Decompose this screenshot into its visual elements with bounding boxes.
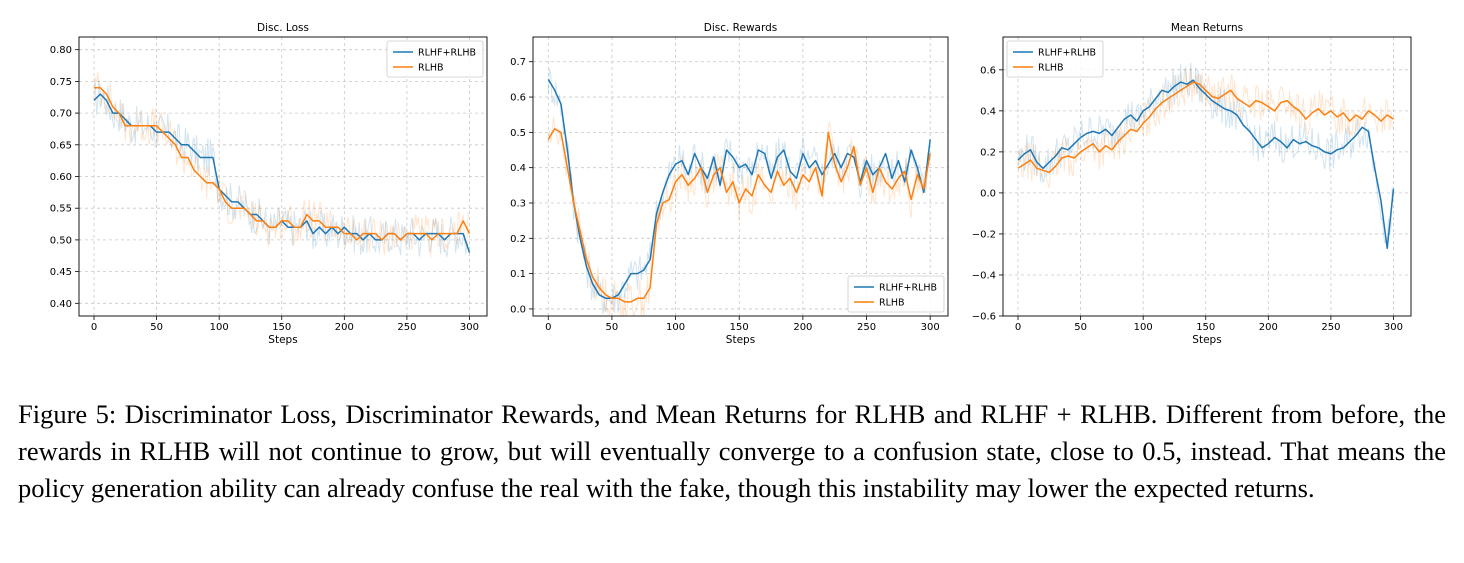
y-tick-label: 0.45 bbox=[50, 267, 72, 278]
x-axis-label: Steps bbox=[1192, 334, 1221, 346]
x-tick-label: 250 bbox=[1321, 322, 1340, 333]
y-tick-label: 0.1 bbox=[510, 269, 526, 280]
x-tick-label: 0 bbox=[91, 322, 97, 333]
chart-title: Disc. Rewards bbox=[704, 22, 778, 34]
series-raw-band bbox=[93, 72, 469, 258]
legend-label: RLHF+RLHB bbox=[418, 48, 476, 59]
chart-title: Mean Returns bbox=[1171, 22, 1243, 34]
legend-label: RLHF+RLHB bbox=[1038, 48, 1096, 59]
y-tick-label: 0.0 bbox=[510, 304, 526, 315]
y-tick-label: 0.55 bbox=[50, 204, 72, 215]
y-tick-label: 0.2 bbox=[510, 234, 526, 245]
y-tick-label: 0.3 bbox=[510, 198, 526, 209]
y-tick-label: 0.65 bbox=[50, 140, 72, 151]
y-tick-label: 0.7 bbox=[510, 57, 526, 68]
x-tick-label: 100 bbox=[1134, 322, 1153, 333]
figure-5-charts: 0 50 100 150 200 250 3000.400.450.500.550.600.… bbox=[50, 22, 1412, 346]
x-axis-label: Steps bbox=[268, 334, 297, 346]
y-tick-label: 0.2 bbox=[980, 147, 996, 158]
axes-frame bbox=[1002, 36, 1412, 317]
x-tick-label: 0 bbox=[1015, 322, 1021, 333]
y-tick-label: −0.6 bbox=[972, 312, 996, 323]
x-tick-label: 50 bbox=[606, 322, 619, 333]
axes-frame bbox=[532, 36, 949, 317]
series-raw-band bbox=[1017, 67, 1393, 188]
y-tick-label: 0.6 bbox=[980, 65, 996, 76]
disc-rewards-chart: 0 50 100 150 200 250 300 0.0 0.1 0.2 0.3 0.4 0.5 0.6 0… bbox=[510, 22, 949, 346]
x-tick-label: 50 bbox=[150, 322, 163, 333]
legend: RLHF+RLHB RLHB bbox=[847, 275, 945, 313]
series-raw-band bbox=[93, 79, 469, 258]
legend-label: RLHF+RLHB bbox=[879, 283, 937, 294]
series-raw-band bbox=[547, 68, 930, 315]
legend-box bbox=[847, 275, 945, 313]
x-axis-label: Steps bbox=[726, 334, 755, 346]
series-line-rlhb bbox=[1017, 81, 1394, 174]
y-tick-label: 0.40 bbox=[50, 299, 72, 310]
y-tick-label: 0.6 bbox=[510, 93, 526, 104]
mean-returns-chart: 0 50 100 150 200 250 300 −0.6 −0.4 −0.2 0.0 0.2 0.4 0… bbox=[972, 22, 1412, 346]
x-tick-label: 200 bbox=[335, 322, 354, 333]
x-tick-label: 250 bbox=[857, 322, 876, 333]
x-tick-label: 100 bbox=[666, 322, 685, 333]
y-tick-label: −0.2 bbox=[972, 229, 996, 240]
legend-label: RLHB bbox=[1038, 63, 1064, 74]
y-tick-label: 0.75 bbox=[50, 77, 72, 88]
x-tick-label: 200 bbox=[1259, 322, 1278, 333]
x-tick-label: 250 bbox=[397, 322, 416, 333]
x-tick-label: 150 bbox=[730, 322, 749, 333]
legend-box bbox=[1006, 40, 1104, 78]
y-tick-label: 0.5 bbox=[510, 128, 526, 139]
legend: RLHF+RLHB RLHB bbox=[386, 40, 484, 78]
y-tick-label: 0.60 bbox=[50, 172, 72, 183]
y-tick-label: 0.0 bbox=[980, 188, 996, 199]
figure-caption: Figure 5: Discriminator Loss, Discrimina… bbox=[18, 399, 1446, 503]
legend-label: RLHB bbox=[418, 63, 444, 74]
x-tick-label: 50 bbox=[1074, 322, 1087, 333]
legend-label: RLHB bbox=[879, 298, 905, 309]
x-tick-label: 200 bbox=[793, 322, 812, 333]
y-tick-label: 0.70 bbox=[50, 109, 72, 120]
legend-box bbox=[386, 40, 484, 78]
legend: RLHF+RLHB RLHB bbox=[1006, 40, 1104, 78]
series-line-rlhb bbox=[547, 128, 931, 303]
x-tick-label: 300 bbox=[460, 322, 479, 333]
x-tick-label: 0 bbox=[545, 322, 551, 333]
disc-loss-chart: 0 50 100 150 200 250 300 0.40 0.45 0.50 0.55 0.60 0.… bbox=[50, 22, 488, 346]
y-tick-label: 0.80 bbox=[50, 45, 72, 56]
y-tick-label: −0.4 bbox=[972, 270, 996, 281]
chart-title: Disc. Loss bbox=[257, 22, 309, 34]
y-tick-label: 0.4 bbox=[980, 106, 996, 117]
x-tick-label: 150 bbox=[1196, 322, 1215, 333]
x-tick-label: 300 bbox=[921, 322, 940, 333]
y-tick-label: 0.4 bbox=[510, 163, 526, 174]
x-tick-label: 300 bbox=[1384, 322, 1403, 333]
x-tick-label: 100 bbox=[210, 322, 229, 333]
y-tick-label: 0.50 bbox=[50, 235, 72, 246]
series-line-rlhb bbox=[94, 86, 471, 241]
series-line-rlhf-rlhb bbox=[1017, 79, 1395, 250]
x-tick-label: 150 bbox=[272, 322, 291, 333]
